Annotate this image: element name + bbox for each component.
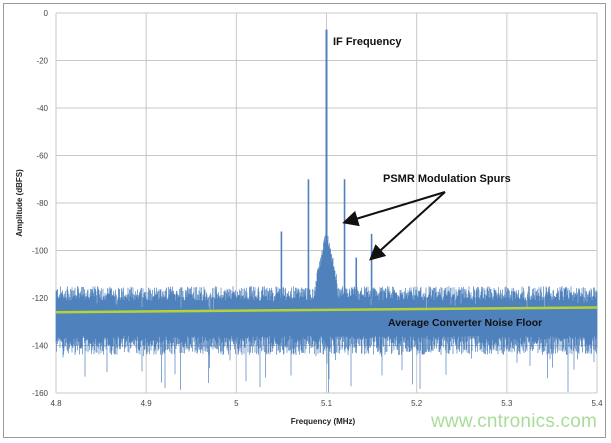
spectrum-trace — [55, 231, 598, 393]
x-ticks: 4.8 4.9 5 5.1 5.2 5.3 5.4 — [50, 399, 603, 408]
y-tick-label: -100 — [32, 247, 49, 256]
x-tick-label: 5.2 — [411, 399, 423, 408]
spur-arrow-2 — [369, 191, 446, 261]
x-tick-label: 4.8 — [50, 399, 62, 408]
y-tick-label: -80 — [36, 199, 48, 208]
y-tick-label: -120 — [32, 294, 49, 303]
y-tick-label: -40 — [36, 104, 48, 113]
x-tick-label: 5.1 — [321, 399, 333, 408]
noise-floor-annotation: Average Converter Noise Floor — [388, 317, 542, 329]
average-noise-floor-line — [55, 306, 598, 314]
y-tick-label: 0 — [44, 9, 49, 18]
y-tick-label: -160 — [32, 389, 49, 398]
y-tick-label: -140 — [32, 342, 49, 351]
y-tick-label: -60 — [36, 152, 48, 161]
y-ticks: 0 -20 -40 -60 -80 -100 -120 -140 -160 — [32, 9, 49, 398]
x-axis-label: Frequency (MHz) — [291, 417, 356, 426]
watermark: www.cntronics.com — [431, 411, 597, 432]
chart-border — [3, 3, 606, 438]
if-frequency-annotation: IF Frequency — [333, 36, 402, 48]
y-tick-label: -20 — [36, 57, 48, 66]
y-axis-label: Amplitude (dBFS) — [15, 169, 24, 237]
spur-arrow-1 — [342, 191, 446, 227]
psmr-spurs-annotation: PSMR Modulation Spurs — [383, 173, 511, 185]
x-tick-label: 5.4 — [591, 399, 603, 408]
x-tick-label: 5.3 — [501, 399, 513, 408]
x-tick-label: 4.9 — [141, 399, 153, 408]
spectrum-series — [55, 231, 598, 393]
peaks — [280, 29, 373, 298]
x-tick-label: 5 — [234, 399, 239, 408]
